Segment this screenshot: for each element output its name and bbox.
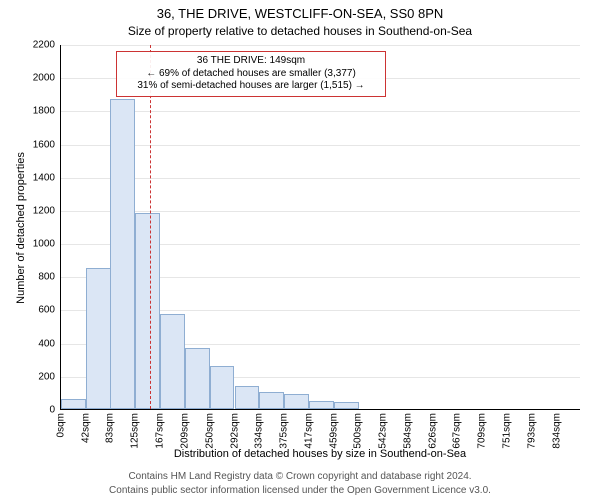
chart-container: 36, THE DRIVE, WESTCLIFF-ON-SEA, SS0 8PN… bbox=[0, 0, 600, 500]
annotation-line: 36 THE DRIVE: 149sqm bbox=[123, 55, 379, 68]
y-tick-label: 2000 bbox=[33, 73, 55, 84]
histogram-bar bbox=[61, 399, 86, 409]
histogram-bar bbox=[259, 392, 284, 409]
y-tick-label: 600 bbox=[38, 305, 55, 316]
chart-title: 36, THE DRIVE, WESTCLIFF-ON-SEA, SS0 8PN bbox=[0, 6, 600, 21]
gridline bbox=[61, 45, 580, 46]
y-tick-label: 1800 bbox=[33, 106, 55, 117]
x-tick-label: 667sqm bbox=[452, 413, 463, 449]
histogram-bar bbox=[309, 401, 334, 409]
gridline bbox=[61, 145, 580, 146]
histogram-bar bbox=[210, 366, 235, 409]
histogram-bar bbox=[235, 386, 260, 409]
histogram-bar bbox=[110, 99, 135, 409]
x-tick-label: 83sqm bbox=[105, 413, 116, 443]
gridline bbox=[61, 178, 580, 179]
chart-subtitle: Size of property relative to detached ho… bbox=[0, 24, 600, 38]
histogram-bar bbox=[160, 314, 185, 409]
y-tick-label: 1600 bbox=[33, 139, 55, 150]
annotation-box: 36 THE DRIVE: 149sqm← 69% of detached ho… bbox=[116, 51, 386, 97]
y-tick-label: 2200 bbox=[33, 40, 55, 51]
x-tick-label: 0sqm bbox=[56, 413, 67, 437]
histogram-bar bbox=[185, 348, 210, 409]
x-tick-label: 125sqm bbox=[130, 413, 141, 449]
annotation-line: 31% of semi-detached houses are larger (… bbox=[123, 80, 379, 93]
x-tick-label: 459sqm bbox=[328, 413, 339, 449]
x-tick-label: 417sqm bbox=[303, 413, 314, 449]
x-tick-label: 42sqm bbox=[80, 413, 91, 443]
y-tick-label: 800 bbox=[38, 272, 55, 283]
x-tick-label: 500sqm bbox=[353, 413, 364, 449]
histogram-bar bbox=[284, 394, 309, 409]
y-tick-label: 200 bbox=[38, 371, 55, 382]
y-tick-label: 1400 bbox=[33, 172, 55, 183]
x-tick-label: 709sqm bbox=[477, 413, 488, 449]
plot-area: 0200400600800100012001400160018002000220… bbox=[60, 45, 580, 410]
y-axis-label: Number of detached properties bbox=[14, 45, 28, 410]
x-tick-label: 793sqm bbox=[527, 413, 538, 449]
histogram-bar bbox=[334, 402, 359, 409]
histogram-bar bbox=[86, 268, 111, 409]
x-tick-label: 626sqm bbox=[428, 413, 439, 449]
x-tick-label: 334sqm bbox=[254, 413, 265, 449]
y-tick-label: 0 bbox=[49, 405, 55, 416]
y-tick-label: 1000 bbox=[33, 239, 55, 250]
x-tick-label: 834sqm bbox=[551, 413, 562, 449]
x-tick-label: 209sqm bbox=[180, 413, 191, 449]
histogram-bar bbox=[135, 213, 160, 409]
y-tick-label: 1200 bbox=[33, 205, 55, 216]
annotation-line: ← 69% of detached houses are smaller (3,… bbox=[123, 68, 379, 81]
footer-attribution-2: Contains public sector information licen… bbox=[0, 485, 600, 496]
x-tick-label: 250sqm bbox=[204, 413, 215, 449]
property-marker-line bbox=[150, 45, 151, 409]
x-tick-label: 292sqm bbox=[229, 413, 240, 449]
footer-attribution-1: Contains HM Land Registry data © Crown c… bbox=[0, 471, 600, 482]
x-tick-label: 375sqm bbox=[278, 413, 289, 449]
x-tick-label: 167sqm bbox=[155, 413, 166, 449]
gridline bbox=[61, 111, 580, 112]
x-tick-label: 751sqm bbox=[502, 413, 513, 449]
gridline bbox=[61, 211, 580, 212]
y-tick-label: 400 bbox=[38, 338, 55, 349]
x-tick-label: 584sqm bbox=[403, 413, 414, 449]
x-axis-label: Distribution of detached houses by size … bbox=[60, 448, 580, 460]
x-tick-label: 542sqm bbox=[378, 413, 389, 449]
